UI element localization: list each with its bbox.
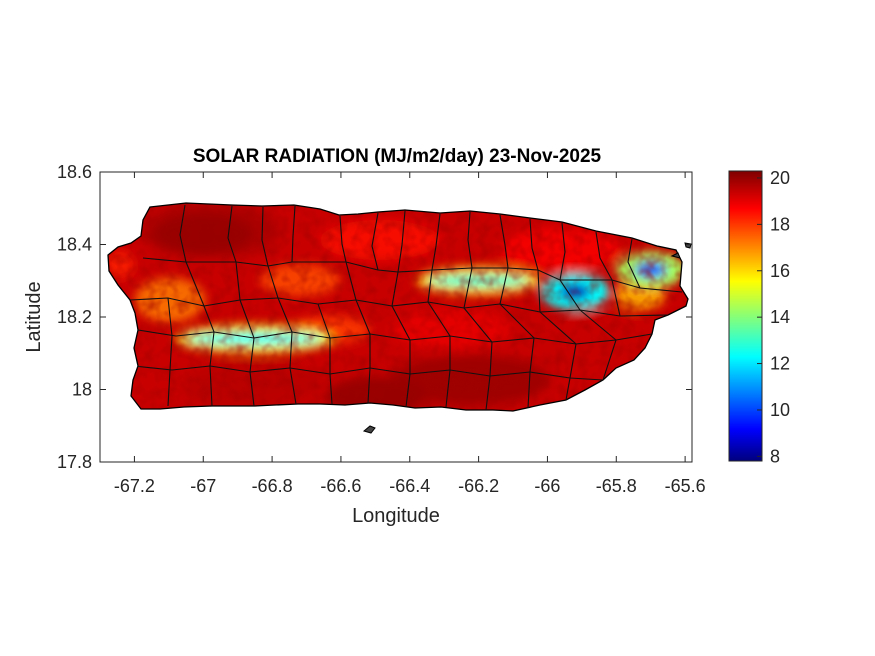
radiation-heatmap <box>108 203 688 411</box>
x-tick-label: -65.8 <box>596 476 637 496</box>
colorbar-tick-label: 14 <box>770 307 790 327</box>
islet-east <box>684 242 692 249</box>
chart-title: SOLAR RADIATION (MJ/m2/day) 23-Nov-2025 <box>193 146 602 167</box>
y-tick-label: 17.8 <box>57 452 92 472</box>
x-tick-label: -65.6 <box>665 476 706 496</box>
x-tick-label: -67.2 <box>114 476 155 496</box>
x-axis: -67.2 -67 -66.8 -66.6 -66.4 -66.2 -66 -65.8 -65.… <box>114 172 706 496</box>
colorbar-tick-label: 10 <box>770 400 790 420</box>
y-tick-label: 18.4 <box>57 235 92 255</box>
colorbar: 8 10 12 14 16 18 20 <box>728 168 790 466</box>
x-tick-label: -66.2 <box>458 476 499 496</box>
x-tick-label: -66.4 <box>389 476 430 496</box>
y-axis: 17.8 18 18.2 18.4 18.6 <box>57 162 692 472</box>
colorbar-ticks: 8 10 12 14 16 18 20 <box>757 168 790 466</box>
islet-south <box>362 425 376 434</box>
islet-north-east <box>670 252 681 259</box>
island-outline <box>107 202 689 412</box>
colorbar-tick-label: 12 <box>770 354 790 374</box>
colorbar-tick-label: 20 <box>770 168 790 188</box>
x-tick-label: -66.8 <box>252 476 293 496</box>
x-axis-label: Longitude <box>352 505 440 527</box>
x-tick-label: -66.6 <box>320 476 361 496</box>
x-tick-label: -66 <box>534 476 560 496</box>
colorbar-tick-label: 18 <box>770 214 790 234</box>
y-tick-label: 18.6 <box>57 162 92 182</box>
municipality-boundaries <box>129 204 683 411</box>
y-tick-label: 18.2 <box>57 307 92 327</box>
y-axis-label: Latitude <box>23 281 45 352</box>
colorbar-tick-label: 16 <box>770 261 790 281</box>
colorbar-gradient <box>728 170 763 462</box>
x-tick-label: -67 <box>190 476 216 496</box>
colorbar-tick-label: 8 <box>770 446 780 466</box>
y-tick-label: 18 <box>72 380 92 400</box>
